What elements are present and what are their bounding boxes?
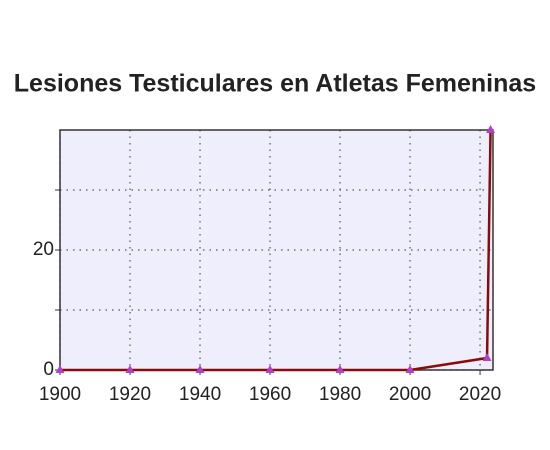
data-point xyxy=(125,365,135,373)
x-tick-label: 1960 xyxy=(249,384,291,405)
data-point xyxy=(486,125,496,133)
x-tick-label: 2000 xyxy=(389,384,431,405)
x-tick-label: 1920 xyxy=(109,384,151,405)
chart-title: Lesiones Testiculares en Atletas Femenin… xyxy=(14,70,536,98)
x-tick-label: 1980 xyxy=(319,384,361,405)
x-tick-label: 1900 xyxy=(39,384,81,405)
data-point xyxy=(482,353,492,361)
data-point xyxy=(195,365,205,373)
x-tick-label: 1940 xyxy=(179,384,221,405)
data-point xyxy=(265,365,275,373)
x-tick-label: 2020 xyxy=(459,384,501,405)
data-point xyxy=(405,365,415,373)
data-point xyxy=(335,365,345,373)
y-tick-label: 0 xyxy=(43,359,54,380)
y-tick-label: 20 xyxy=(33,239,54,260)
data-line xyxy=(60,129,492,372)
plot-area xyxy=(60,130,493,370)
data-point xyxy=(55,365,65,373)
